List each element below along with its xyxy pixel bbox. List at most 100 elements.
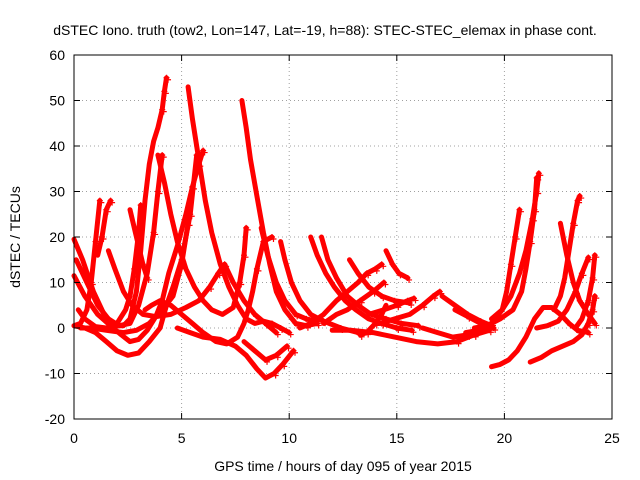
data-point-marker	[586, 299, 593, 306]
x-tick-labels: 0 5 10 15 20 25	[70, 430, 620, 446]
data-point-marker	[576, 199, 583, 206]
data-point-marker	[208, 286, 215, 293]
data-point-marker	[373, 322, 380, 329]
data-point-marker	[152, 231, 159, 238]
data-point-marker	[580, 272, 587, 279]
data-point-marker	[530, 217, 537, 224]
data-point-marker	[294, 313, 301, 320]
data-point-marker	[98, 199, 105, 206]
data-point-marker	[274, 354, 281, 361]
data-series-line	[489, 170, 542, 322]
x-tick-label: 15	[389, 430, 405, 446]
data-point-marker	[264, 358, 271, 365]
data-point-marker	[586, 313, 593, 320]
data-point-marker	[406, 276, 413, 283]
data-series-line	[73, 152, 165, 329]
data-series-line	[71, 198, 103, 329]
data-point-marker	[156, 190, 163, 197]
data-point-marker	[160, 108, 167, 115]
data-point-marker	[242, 254, 249, 261]
data-point-marker	[358, 333, 365, 340]
data-point-marker	[593, 295, 600, 302]
data-point-marker	[535, 190, 542, 197]
data-point-marker	[472, 333, 479, 340]
data-series-line	[174, 325, 296, 381]
data-point-marker	[412, 297, 419, 304]
data-point-marker	[517, 208, 524, 215]
data-point-marker	[264, 322, 271, 329]
data-point-marker	[253, 313, 260, 320]
y-tick-label: -10	[45, 366, 65, 382]
chart-title: dSTEC Iono. truth (tow2, Lon=147, Lat=-1…	[53, 22, 597, 38]
data-point-marker	[586, 256, 593, 263]
data-point-marker	[466, 333, 473, 340]
data-point-marker	[382, 281, 389, 288]
data-point-marker	[139, 204, 146, 211]
data-point-marker	[216, 272, 223, 279]
data-series-line	[297, 261, 385, 331]
data-point-marker	[89, 281, 96, 288]
data-series-line	[319, 234, 421, 329]
data-point-marker	[162, 90, 169, 97]
data-point-marker	[395, 327, 402, 333]
data-point-marker	[132, 267, 139, 274]
data-point-marker	[492, 327, 499, 333]
y-tick-label: 60	[49, 47, 65, 63]
data-point-marker	[238, 281, 245, 288]
data-point-marker	[160, 154, 167, 161]
data-point-marker	[593, 322, 600, 329]
x-tick-label: 5	[178, 430, 186, 446]
data-point-marker	[567, 322, 574, 329]
data-point-marker	[104, 208, 111, 215]
grid-lines	[74, 55, 612, 419]
data-point-marker	[591, 308, 598, 315]
data-point-marker	[455, 340, 462, 347]
data-point-marker	[294, 322, 301, 329]
data-point-marker	[255, 267, 262, 274]
x-tick-label: 10	[281, 430, 297, 446]
data-point-marker	[586, 331, 593, 338]
data-point-marker	[410, 329, 417, 336]
y-tick-label: 20	[49, 229, 65, 245]
data-point-marker	[380, 263, 387, 270]
data-point-marker	[100, 236, 107, 242]
data-point-marker	[380, 295, 387, 302]
data-series-line	[278, 239, 361, 336]
data-point-marker	[186, 222, 193, 229]
data-point-marker	[466, 315, 473, 322]
y-tick-labels: -20 -10 0 10 20 30 40 50 60	[45, 47, 65, 427]
data-point-marker	[591, 276, 598, 283]
data-point-marker	[509, 263, 516, 270]
data-point-marker	[365, 272, 372, 279]
y-tick-label: 10	[49, 275, 65, 291]
data-point-marker	[373, 267, 380, 274]
y-axis-label: dSTEC / TECUs	[7, 186, 23, 288]
data-point-marker	[537, 172, 544, 179]
data-point-marker	[190, 185, 197, 192]
data-point-marker	[487, 329, 494, 336]
data-series-line	[105, 248, 228, 320]
data-point-marker	[358, 299, 365, 306]
data-point-marker	[395, 304, 402, 311]
data-point-marker	[137, 245, 144, 252]
x-tick-label: 20	[497, 430, 513, 446]
data-point-marker	[399, 322, 406, 329]
data-point-marker	[578, 195, 585, 202]
data-point-marker	[571, 222, 578, 229]
data-point-marker	[421, 304, 428, 311]
data-point-marker	[390, 263, 397, 270]
data-point-marker	[578, 299, 585, 306]
data-point-marker	[406, 299, 413, 306]
y-tick-label: -20	[45, 411, 65, 427]
data-series-line	[95, 198, 114, 258]
data-series-group	[71, 74, 600, 381]
data-point-marker	[593, 254, 600, 261]
data-point-marker	[109, 199, 116, 206]
data-point-marker	[586, 322, 593, 329]
y-tick-label: 0	[57, 320, 65, 336]
y-tick-label: 30	[49, 184, 65, 200]
data-point-marker	[292, 349, 299, 356]
data-series-line	[142, 234, 275, 347]
data-point-marker	[279, 327, 286, 333]
